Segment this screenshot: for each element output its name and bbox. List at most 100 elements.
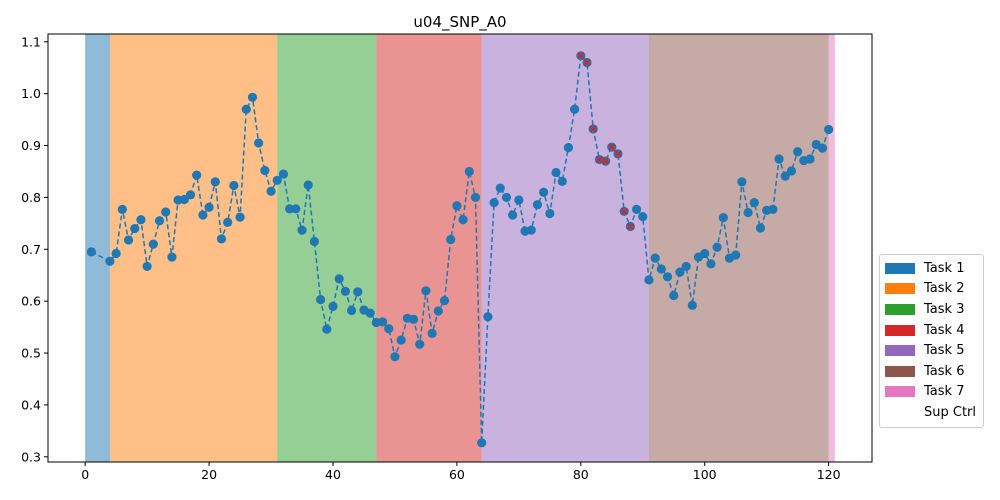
data-point [737,177,747,187]
data-point [278,169,289,179]
legend-item: Sup Ctrl [880,402,983,423]
data-point [105,256,115,266]
data-point [433,306,443,316]
data-point [706,259,716,269]
marked-point-x [626,222,635,231]
legend-swatch [885,386,915,398]
data-point [161,207,171,217]
data-point [353,287,363,297]
task-region-1 [85,34,110,462]
x-tick-label: 0 [81,467,89,482]
data-point [731,250,741,260]
x-tick-label: 80 [573,467,589,482]
data-point [458,215,468,225]
data-point [210,177,220,187]
data-point [687,300,697,310]
y-tick-label: 0.3 [21,449,41,464]
data-point [427,328,437,338]
data-point [198,210,208,220]
marked-point-x [577,52,585,60]
data-point [774,154,784,164]
marked-point-x [614,150,622,158]
data-point [446,234,456,245]
data-point [439,296,450,306]
data-point [545,208,555,219]
legend-swatch [885,303,915,315]
marked-point-x [583,58,591,67]
y-tick-label: 0.4 [21,397,41,412]
data-point [346,305,357,316]
data-point [136,215,146,225]
data-point [142,261,152,272]
data-point [229,180,239,191]
data-point [755,223,766,233]
data-point [570,104,580,114]
legend-item: Task 6 [880,361,983,382]
data-point [260,165,270,176]
data-point [247,92,258,102]
task-region-3 [277,34,377,462]
data-point [111,248,121,259]
data-point [526,225,536,235]
data-point [470,192,481,203]
data-point [322,324,332,334]
data-point [638,212,648,222]
data-point [743,207,753,218]
marked-point-x [601,157,610,165]
legend-item: Task 7 [880,382,983,403]
task-region-7 [828,34,835,462]
data-point [675,267,685,277]
legend-item: Task 5 [880,340,983,361]
legend-label: Task 5 [924,343,965,359]
data-point [551,167,561,178]
data-point [495,183,505,193]
data-point [241,104,251,114]
data-series [86,51,834,448]
y-tick-label: 0.6 [21,294,41,309]
data-point [464,166,474,177]
legend-label: Sup Ctrl [924,404,977,420]
marked-point-x [595,155,604,164]
data-point [768,204,778,214]
data-point [86,247,96,257]
legend-label: Task 6 [924,363,965,379]
data-point [786,166,797,176]
x-tick-label: 60 [449,467,465,482]
data-point [712,242,722,252]
data-point [340,286,350,296]
data-point [328,301,338,311]
data-point [669,290,679,301]
chart-title: u04_SNP_A0 [413,13,506,32]
data-point [334,274,344,284]
legend-item: Task 2 [880,279,983,300]
data-point [805,154,815,164]
data-point [662,272,673,282]
legend-swatch [885,345,915,357]
x-axis: 0 20 40 60 80 100 120 [81,462,841,482]
y-tick-label: 1.1 [21,34,41,49]
legend-swatch [885,365,915,377]
data-point [291,204,301,214]
data-point [421,286,431,296]
data-point [384,324,394,334]
data-point [148,239,158,249]
data-point [365,308,375,318]
task-region-4 [376,34,482,462]
data-point [539,187,549,197]
legend-label: Task 4 [924,322,965,338]
data-point [303,180,313,190]
data-point [681,261,691,272]
data-point [272,175,282,185]
y-tick-label: 1.0 [21,86,41,101]
data-point [557,176,567,186]
data-point [309,236,320,247]
data-point [483,312,493,322]
data-point [185,190,196,200]
data-point [408,314,419,324]
data-point [254,138,264,148]
data-point [514,195,524,205]
data-point [235,212,245,222]
x-tick-label: 40 [325,467,341,482]
y-axis: 0.3 0.4 0.5 0.6 0.7 0.8 0.9 1.0 1.1 [21,34,48,464]
